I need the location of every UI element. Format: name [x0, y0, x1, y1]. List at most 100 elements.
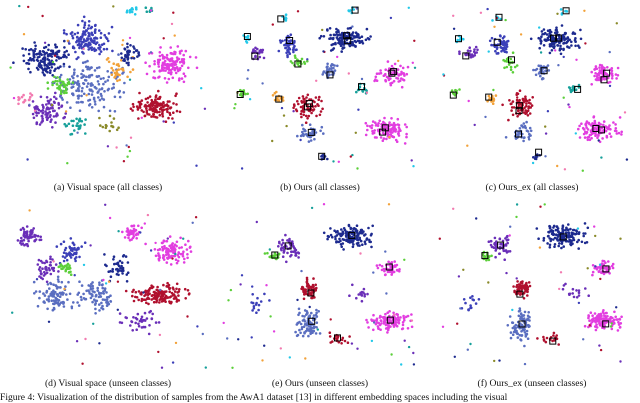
- sample-point: [365, 89, 368, 93]
- sample-point: [571, 292, 574, 295]
- sample-point: [402, 317, 406, 320]
- sample-point: [305, 278, 309, 282]
- sample-point: [365, 237, 369, 240]
- outlier-point: [316, 328, 319, 331]
- outlier-point: [608, 84, 612, 88]
- class-prototype-marker: [385, 263, 393, 271]
- class-prototype-marker: [535, 148, 543, 156]
- sample-point: [526, 337, 530, 340]
- sample-point: [543, 31, 547, 35]
- outlier-point: [116, 308, 120, 311]
- sample-point: [510, 109, 513, 112]
- sample-point: [88, 68, 91, 71]
- sample-point: [595, 78, 599, 82]
- sample-point: [144, 97, 148, 101]
- sample-point: [169, 263, 173, 266]
- sample-point: [112, 255, 116, 258]
- sample-point: [392, 79, 396, 83]
- sample-point: [153, 295, 157, 298]
- sample-point: [499, 17, 502, 21]
- sample-point: [46, 307, 49, 311]
- sample-point: [312, 329, 316, 333]
- sample-point: [129, 70, 132, 74]
- sample-point: [565, 41, 568, 45]
- sample-point: [76, 74, 79, 78]
- sample-point: [176, 58, 179, 61]
- sample-point: [41, 119, 44, 122]
- sample-point: [548, 243, 552, 247]
- sample-point: [55, 298, 59, 301]
- sample-point: [566, 39, 570, 43]
- sample-point: [271, 94, 275, 97]
- sample-point: [95, 66, 99, 70]
- sample-point: [518, 98, 521, 102]
- sample-point: [518, 283, 521, 286]
- sample-point: [145, 10, 149, 13]
- sample-point: [138, 91, 141, 95]
- sample-point: [315, 315, 319, 318]
- sample-point: [111, 49, 114, 53]
- outlier-point: [104, 203, 107, 206]
- sample-point: [577, 127, 580, 131]
- sample-point: [361, 231, 364, 235]
- panel-c: (c) Ours_ex (all classes): [428, 0, 636, 196]
- sample-point: [525, 129, 529, 132]
- sample-point: [577, 232, 581, 236]
- sample-point: [495, 47, 499, 51]
- outlier-point: [239, 283, 242, 286]
- sample-point: [150, 107, 153, 110]
- sample-point: [75, 89, 78, 92]
- sample-point: [84, 39, 88, 43]
- sample-point: [22, 59, 26, 63]
- sample-point: [154, 104, 157, 108]
- sample-point: [36, 68, 40, 71]
- sample-point: [595, 128, 599, 131]
- outlier-point: [50, 103, 54, 107]
- sample-point: [326, 237, 329, 241]
- sample-point: [84, 132, 87, 135]
- sample-point: [585, 131, 588, 135]
- sample-point: [170, 291, 174, 295]
- sample-point: [45, 271, 49, 275]
- sample-point: [488, 39, 492, 43]
- sample-point: [171, 247, 175, 251]
- sample-point: [294, 108, 298, 111]
- sample-point: [392, 311, 395, 315]
- sample-point: [93, 37, 96, 40]
- sample-point: [259, 50, 263, 54]
- sample-point: [390, 273, 393, 276]
- sample-point: [25, 230, 29, 233]
- sample-point: [401, 66, 405, 70]
- sample-point: [615, 318, 618, 321]
- sample-point: [125, 273, 129, 276]
- sample-point: [109, 300, 112, 303]
- sample-point: [131, 329, 134, 332]
- sample-point: [69, 273, 73, 276]
- sample-point: [328, 335, 332, 338]
- sample-point: [348, 335, 351, 338]
- sample-point: [86, 67, 89, 71]
- sample-point: [170, 62, 173, 66]
- sample-point: [522, 136, 526, 139]
- sample-point: [334, 42, 337, 46]
- sample-point: [363, 240, 367, 243]
- sample-point: [117, 264, 121, 268]
- outlier-point: [544, 132, 548, 135]
- sample-point: [34, 44, 37, 48]
- sample-point: [384, 79, 388, 83]
- sample-point: [101, 125, 105, 129]
- sample-point: [132, 316, 135, 319]
- outlier-point: [412, 165, 415, 168]
- sample-point: [528, 132, 531, 136]
- sample-point: [84, 60, 87, 64]
- sample-point: [286, 55, 289, 59]
- sample-point: [63, 90, 66, 93]
- class-prototype-marker: [307, 128, 315, 136]
- sample-point: [27, 59, 31, 62]
- sample-point: [69, 256, 73, 259]
- sample-point: [570, 40, 573, 44]
- outlier-point: [438, 237, 441, 240]
- sample-point: [78, 255, 81, 259]
- sample-point: [535, 227, 539, 230]
- sample-point: [398, 128, 401, 131]
